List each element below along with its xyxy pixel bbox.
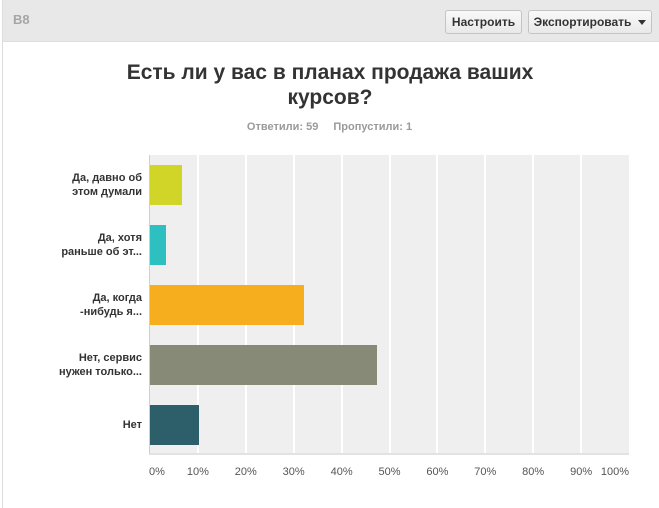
bar[interactable]: [150, 165, 183, 205]
category-label: Нет, сервис нужен только...: [58, 352, 142, 378]
bar[interactable]: [150, 285, 305, 325]
category-label: Да, когда -нибудь я...: [80, 292, 142, 318]
response-stats: Ответили: 59 Пропустили: 1: [0, 121, 659, 133]
category-label: Нет: [122, 419, 142, 431]
bar[interactable]: [150, 405, 199, 445]
category-label: Да, давно об этом думали: [72, 172, 142, 198]
customize-button-label: Настроить: [451, 15, 516, 29]
gridline: [532, 155, 535, 453]
x-tick-label: 30%: [282, 466, 305, 478]
x-tick-label: 50%: [378, 466, 401, 478]
x-tick-label: 90%: [570, 466, 593, 478]
answered-count: Ответили: 59: [246, 121, 319, 133]
category-label: Да, хотя раньше об эт...: [61, 232, 142, 258]
skipped-count: Пропустили: 1: [333, 121, 413, 133]
export-button-label: Экспортировать: [533, 15, 632, 29]
gridline: [340, 155, 343, 453]
plot-area: [149, 155, 629, 455]
panel-header: B8 Настроить Экспортировать: [3, 0, 659, 42]
gridline: [388, 155, 391, 453]
chart-title: Есть ли у вас в планах продажа ваших кур…: [126, 61, 534, 109]
x-tick-label: 80%: [522, 466, 545, 478]
x-tick-label: 10%: [186, 466, 209, 478]
x-tick-label: 70%: [474, 466, 497, 478]
gridline: [580, 155, 583, 453]
x-tick-label: 100%: [600, 466, 630, 478]
x-tick-label: 40%: [330, 466, 353, 478]
x-tick-label: 0%: [149, 466, 165, 478]
export-button[interactable]: Экспортировать: [528, 10, 652, 34]
bar[interactable]: [150, 345, 378, 385]
x-tick-label: 20%: [234, 466, 257, 478]
caret-down-icon: [638, 19, 647, 25]
bar[interactable]: [150, 225, 167, 265]
x-tick-label: 60%: [426, 466, 449, 478]
question-number: B8: [13, 12, 30, 27]
gridline: [436, 155, 439, 453]
customize-button[interactable]: Настроить: [445, 10, 522, 34]
gridline: [484, 155, 487, 453]
